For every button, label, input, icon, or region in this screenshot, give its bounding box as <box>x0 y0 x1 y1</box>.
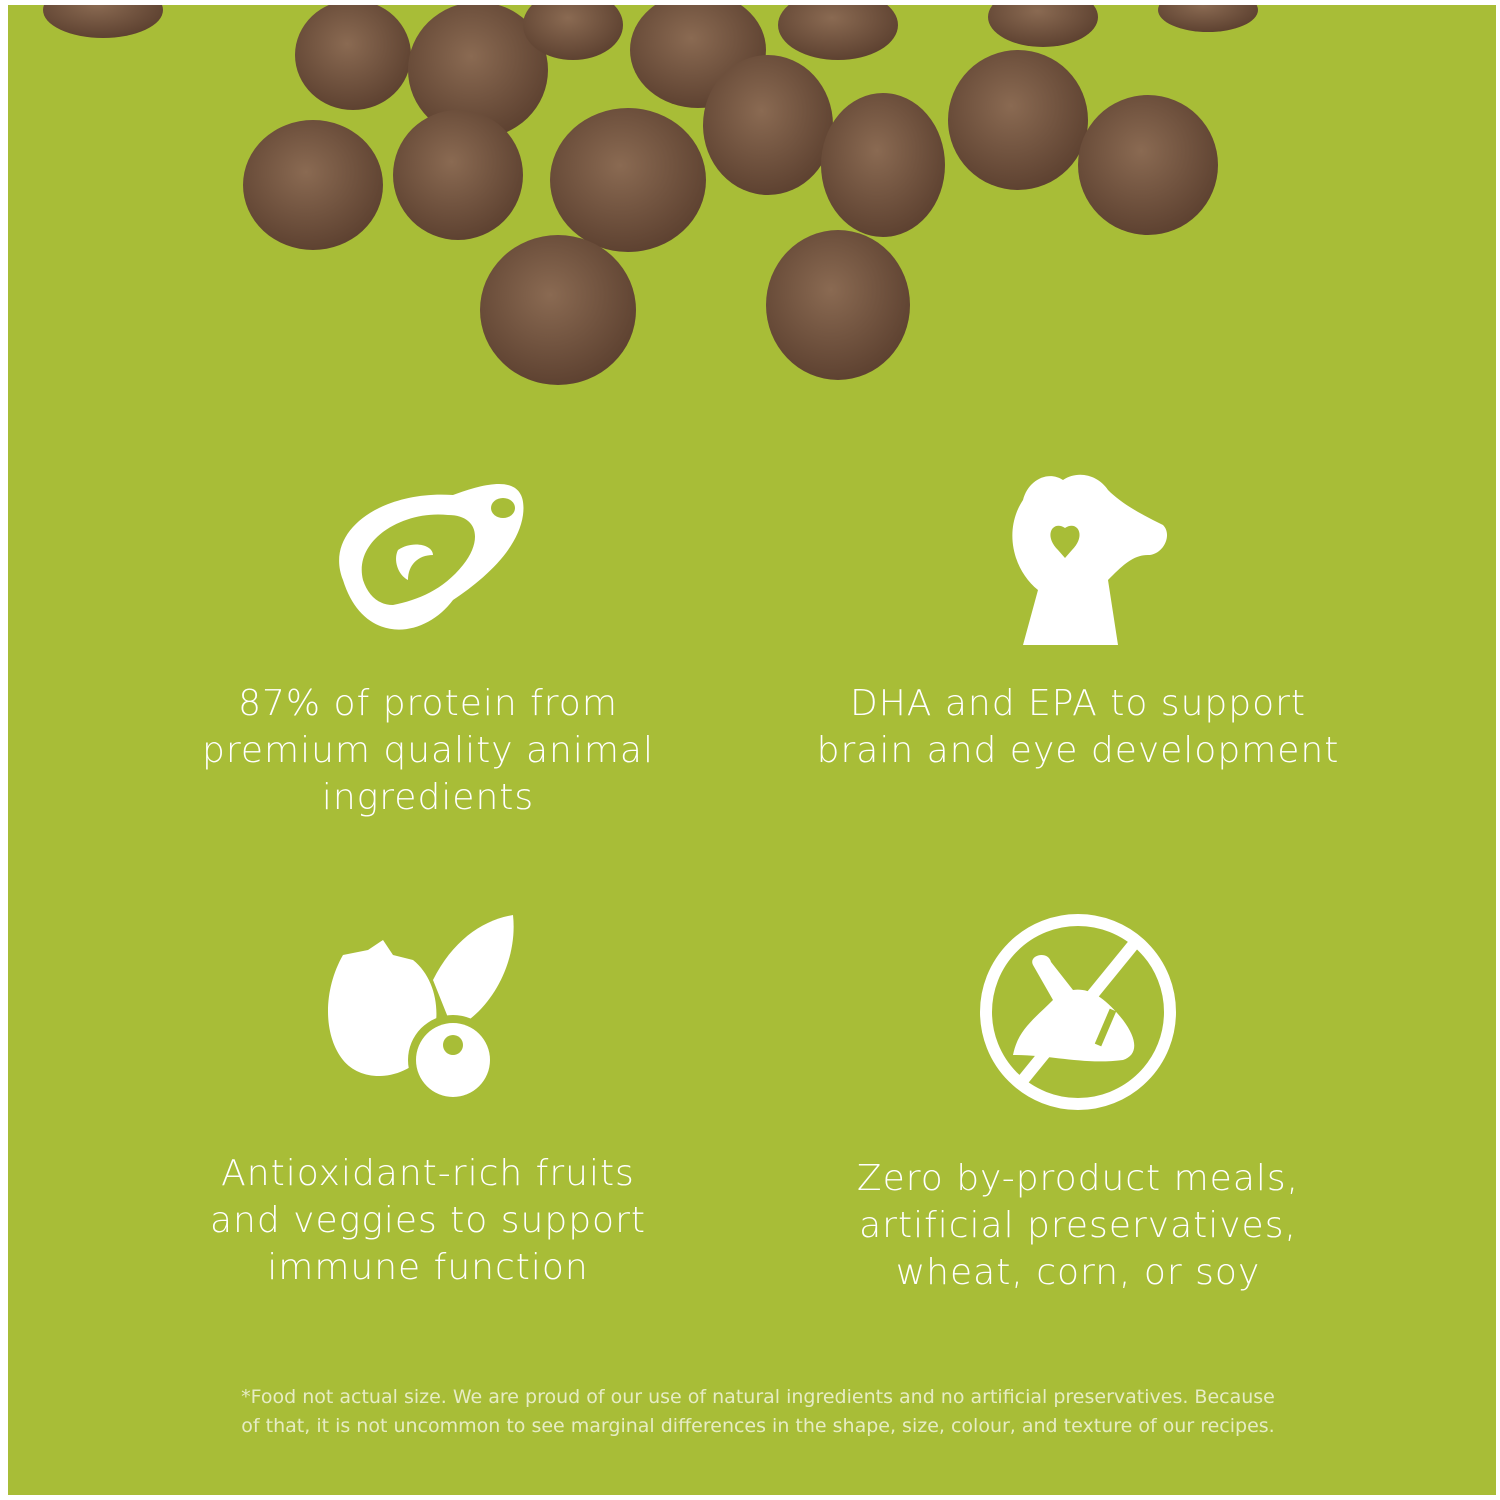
feature-text-line: artificial preservatives, <box>859 1205 1297 1246</box>
footnote-line: of that, it is not uncommon to see margi… <box>241 1415 1275 1437</box>
feature-text-line: 87% of protein from <box>238 683 618 724</box>
dog-heart-icon <box>1012 474 1168 645</box>
feature-antioxidants: Antioxidant-rich fruits and veggies to s… <box>148 910 708 1291</box>
feature-text-line: DHA and EPA to support <box>849 683 1307 724</box>
feature-text-line: immune function <box>267 1247 589 1288</box>
kibble-image <box>43 5 1258 385</box>
feature-text-line: Antioxidant-rich fruits <box>221 1153 635 1194</box>
feature-text-line: ingredients <box>321 777 535 818</box>
feature-text-line: premium quality animal <box>201 730 654 771</box>
fruit-veggie-icon <box>328 915 514 1105</box>
feature-text-line: wheat, corn, or soy <box>895 1252 1261 1293</box>
feature-protein: 87% of protein from premium quality anim… <box>148 470 708 821</box>
footnote-line: *Food not actual size. We are proud of o… <box>241 1386 1275 1408</box>
feature-text-line: brain and eye development <box>816 730 1340 771</box>
product-feature-panel: 87% of protein from premium quality anim… <box>8 5 1496 1495</box>
feature-text-line: and veggies to support <box>210 1200 646 1241</box>
steak-icon <box>339 483 524 630</box>
footnote: *Food not actual size. We are proud of o… <box>158 1383 1358 1441</box>
no-byproduct-icon <box>980 914 1176 1110</box>
feature-dha-epa: DHA and EPA to support brain and eye dev… <box>798 470 1358 774</box>
feature-text-line: Zero by-product meals, <box>856 1158 1300 1199</box>
feature-no-byproducts: Zero by-product meals, artificial preser… <box>798 910 1358 1296</box>
